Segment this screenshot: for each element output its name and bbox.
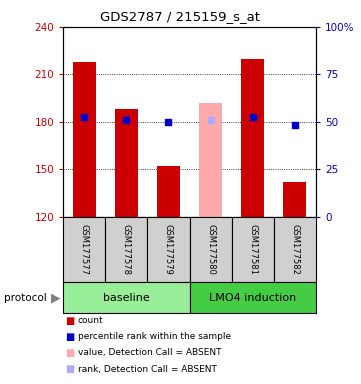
Text: GSM177579: GSM177579 (164, 224, 173, 275)
Bar (274, 217, 316, 282)
Text: ▶: ▶ (51, 291, 61, 304)
Bar (190, 217, 232, 282)
Text: rank, Detection Call = ABSENT: rank, Detection Call = ABSENT (78, 364, 217, 374)
Text: baseline: baseline (103, 293, 150, 303)
Bar (63, 282, 190, 313)
Bar (73, 62, 96, 217)
Bar (63, 217, 105, 282)
Bar (283, 182, 306, 217)
Text: ■: ■ (65, 364, 74, 374)
Bar (241, 59, 264, 217)
Text: percentile rank within the sample: percentile rank within the sample (78, 332, 231, 341)
Text: ■: ■ (65, 348, 74, 358)
Text: GDS2787 / 215159_s_at: GDS2787 / 215159_s_at (100, 10, 261, 23)
Bar (147, 217, 190, 282)
Text: GSM177577: GSM177577 (80, 224, 89, 275)
Text: value, Detection Call = ABSENT: value, Detection Call = ABSENT (78, 348, 221, 358)
Text: GSM177578: GSM177578 (122, 224, 131, 275)
Bar (115, 109, 138, 217)
Text: GSM177581: GSM177581 (248, 224, 257, 275)
Bar (199, 103, 222, 217)
Text: count: count (78, 316, 103, 325)
Bar (190, 282, 316, 313)
Text: LMO4 induction: LMO4 induction (209, 293, 296, 303)
Bar (157, 166, 180, 217)
Text: protocol: protocol (4, 293, 46, 303)
Text: GSM177582: GSM177582 (290, 224, 299, 275)
Text: ■: ■ (65, 332, 74, 342)
Bar (105, 217, 147, 282)
Bar (232, 217, 274, 282)
Text: GSM177580: GSM177580 (206, 224, 215, 275)
Text: ■: ■ (65, 316, 74, 326)
